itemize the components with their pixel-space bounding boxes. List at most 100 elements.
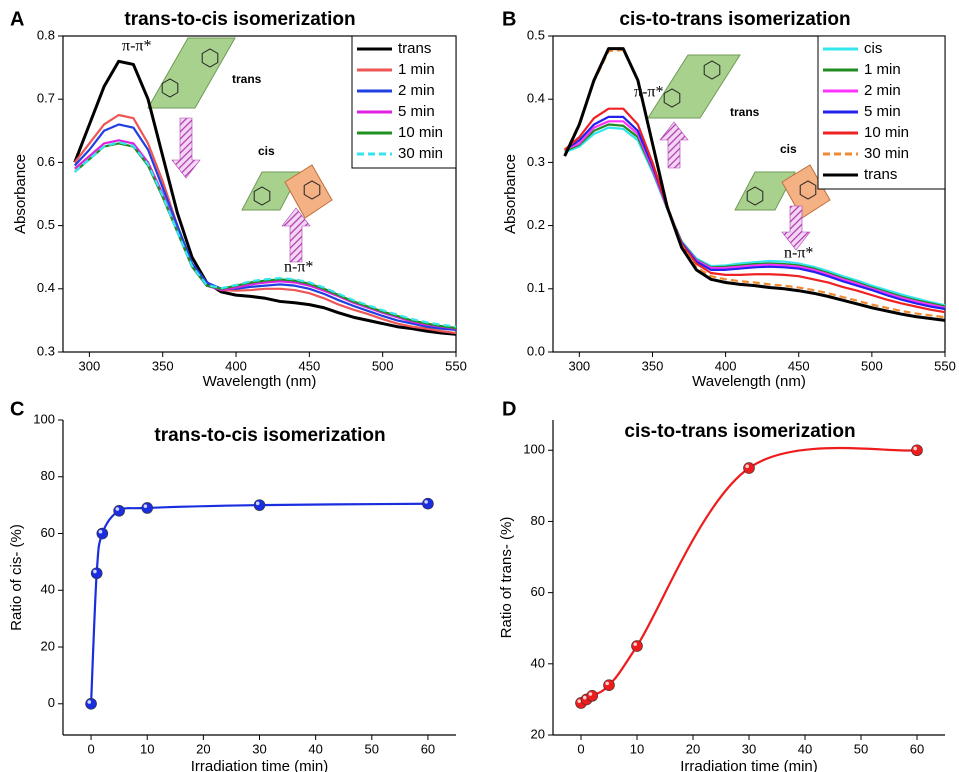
series-line bbox=[74, 142, 457, 330]
y-tick-label: 0.8 bbox=[37, 27, 55, 42]
x-tick-label: 10 bbox=[630, 741, 644, 756]
y-tick-label: 20 bbox=[531, 726, 545, 741]
data-point bbox=[90, 567, 103, 580]
y-tick-label: 40 bbox=[531, 655, 545, 670]
arrow bbox=[171, 117, 201, 179]
diagrams bbox=[147, 37, 831, 263]
x-tick-label: 30 bbox=[252, 741, 266, 756]
molecule-label: cis bbox=[780, 142, 797, 156]
legend-label: 30 min bbox=[398, 145, 443, 162]
plate bbox=[284, 164, 333, 219]
series-line bbox=[73, 123, 457, 331]
panel-letter: A bbox=[10, 8, 24, 30]
panel-letter: D bbox=[502, 398, 516, 420]
point-highlight bbox=[115, 507, 120, 511]
arrow bbox=[659, 121, 689, 169]
y-tick-label: 0.5 bbox=[527, 27, 545, 42]
panel-letter: C bbox=[10, 398, 24, 420]
legend-label: 1 min bbox=[864, 61, 901, 78]
chart-title: cis-to-trans isomerization bbox=[624, 421, 855, 442]
x-tick-label: 450 bbox=[299, 358, 321, 373]
legend-label: 5 min bbox=[864, 103, 901, 120]
x-axis-label: Irradiation time (min) bbox=[191, 758, 329, 772]
series-line bbox=[564, 126, 946, 307]
x-tick-label: 0 bbox=[87, 741, 94, 756]
y-tick-label: 0.1 bbox=[527, 280, 545, 295]
y-axis-label: Absorbance bbox=[502, 154, 519, 234]
ring bbox=[703, 60, 721, 80]
annotation: n-π* bbox=[284, 259, 313, 276]
legend-label: 2 min bbox=[864, 82, 901, 99]
data-point bbox=[422, 497, 434, 510]
x-tick-label: 20 bbox=[686, 741, 700, 756]
x-tick-label: 400 bbox=[225, 358, 247, 373]
point-highlight bbox=[605, 681, 609, 686]
ring bbox=[201, 48, 219, 68]
y-axis-label: Absorbance bbox=[12, 154, 29, 234]
x-axis-label: Wavelength (nm) bbox=[692, 373, 806, 390]
panel-letter: B bbox=[502, 8, 516, 30]
point-highlight bbox=[583, 695, 587, 700]
series-line bbox=[564, 120, 946, 309]
y-tick-label: 0.0 bbox=[527, 343, 545, 358]
plot-frame bbox=[552, 35, 946, 353]
data-point bbox=[603, 679, 615, 691]
y-axis-label: Ratio of trans- (%) bbox=[498, 517, 515, 639]
y-tick-label: 0 bbox=[48, 695, 55, 710]
y-tick-label: 0.4 bbox=[37, 280, 55, 295]
y-tick-label: 0.7 bbox=[37, 91, 55, 106]
data-point bbox=[911, 444, 923, 457]
point-highlight bbox=[93, 569, 97, 574]
ring bbox=[161, 78, 179, 98]
point-highlight bbox=[633, 642, 637, 647]
plate bbox=[647, 54, 741, 119]
ring bbox=[303, 180, 321, 200]
molecule-label: trans bbox=[730, 105, 760, 119]
legend-label: 30 min bbox=[864, 145, 909, 162]
ring bbox=[253, 186, 271, 206]
ring bbox=[663, 88, 681, 108]
y-tick-label: 80 bbox=[531, 513, 545, 528]
legend-box bbox=[351, 35, 457, 169]
x-tick-label: 350 bbox=[642, 358, 664, 373]
point-highlight bbox=[255, 501, 260, 506]
x-tick-label: 60 bbox=[910, 741, 924, 756]
annotation: n-π* bbox=[784, 245, 813, 262]
y-tick-label: 60 bbox=[531, 584, 545, 599]
data-point bbox=[85, 697, 97, 710]
y-tick-label: 0.6 bbox=[37, 154, 55, 169]
x-tick-label: 300 bbox=[568, 358, 590, 373]
y-tick-label: 60 bbox=[41, 525, 55, 540]
legend-label: 10 min bbox=[864, 124, 909, 141]
legend-label: cis bbox=[864, 40, 882, 57]
series-line bbox=[563, 47, 946, 322]
data-point bbox=[586, 690, 599, 702]
legend-label: 2 min bbox=[398, 82, 435, 99]
series-line bbox=[563, 107, 946, 314]
point-highlight bbox=[143, 504, 148, 508]
x-tick-label: 550 bbox=[445, 358, 467, 373]
legend-label: 5 min bbox=[398, 103, 435, 120]
point-highlight bbox=[98, 529, 103, 534]
chart-title: trans-to-cis isomerization bbox=[124, 9, 355, 30]
plate bbox=[147, 37, 236, 109]
x-tick-label: 40 bbox=[308, 741, 322, 756]
point-highlight bbox=[577, 699, 581, 703]
x-tick-label: 40 bbox=[798, 741, 812, 756]
x-tick-label: 350 bbox=[152, 358, 174, 373]
x-tick-label: 50 bbox=[365, 741, 379, 756]
plate bbox=[734, 171, 796, 211]
series-line bbox=[73, 113, 457, 335]
data-point bbox=[113, 505, 125, 517]
molecule-label: trans bbox=[232, 72, 262, 86]
y-axis-label: Ratio of cis- (%) bbox=[8, 524, 25, 631]
point-highlight bbox=[87, 700, 92, 704]
data-point bbox=[96, 527, 109, 540]
y-tick-label: 0.2 bbox=[527, 217, 545, 232]
annotation: π-π* bbox=[122, 38, 151, 55]
data-point bbox=[631, 640, 643, 652]
legend-label: 1 min bbox=[398, 61, 435, 78]
point-highlight bbox=[745, 464, 749, 469]
